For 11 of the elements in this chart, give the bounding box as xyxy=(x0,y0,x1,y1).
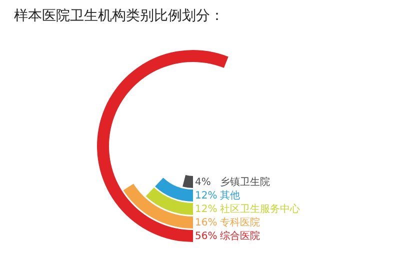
text: 样本医院卫生机构类别比例划分： xyxy=(14,8,224,24)
category-label: 其他 xyxy=(220,190,240,202)
data-label: 12% xyxy=(195,204,218,215)
data-label: 12% xyxy=(195,190,218,202)
data-label: 4% xyxy=(195,177,211,188)
category-label: 专科医院 xyxy=(220,216,260,228)
category-label: 社区卫生服务中心 xyxy=(220,203,300,215)
data-label: 56% xyxy=(195,231,218,242)
data-label: 16% xyxy=(195,218,218,228)
category-label: 乡镇卫生院 xyxy=(220,176,270,188)
category-label: 综合医院 xyxy=(220,230,260,242)
